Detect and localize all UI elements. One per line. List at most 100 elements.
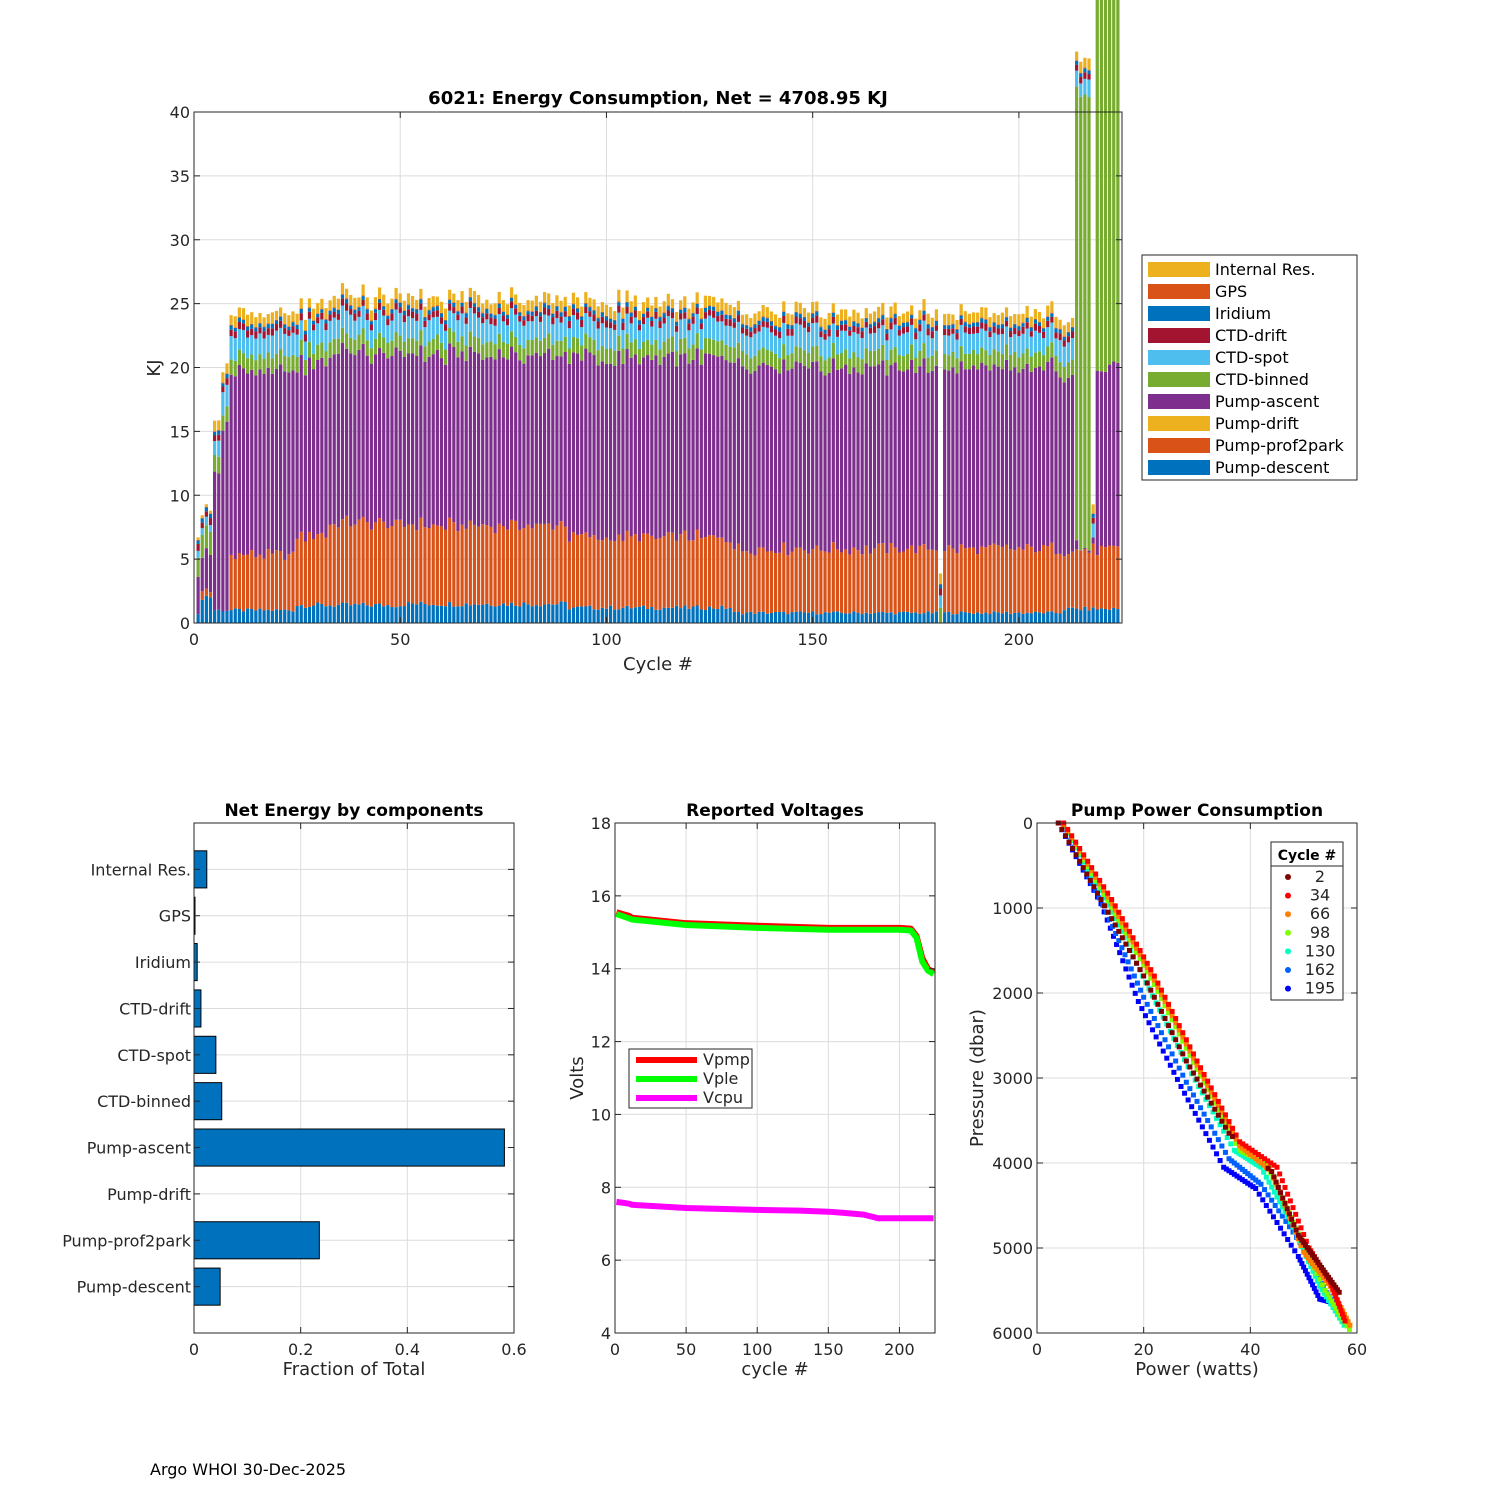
top-xtick-label: 150 <box>797 630 828 649</box>
bar-segment-pump-ascent <box>641 357 646 534</box>
scatter-point <box>1286 1211 1292 1217</box>
bar-segment-ctd-binned <box>456 341 460 358</box>
bar-segment-ctd-drift <box>530 315 534 322</box>
bar-segment-ctd-binned <box>1108 0 1112 365</box>
bar-segment-pump-ascent <box>468 346 472 521</box>
bar-segment-pump-descent <box>980 613 984 623</box>
bar-stack-cycle <box>992 313 996 623</box>
bar-segment-ctd-spot <box>749 337 753 359</box>
bar-segment-ctd-binned <box>1075 86 1079 541</box>
bar-segment-ctd-drift <box>225 378 229 385</box>
bar-segment-ctd-binned <box>373 338 378 355</box>
bar-segment-ctd-spot <box>1075 70 1079 87</box>
scatter-point <box>1187 1086 1193 1092</box>
bar-segment-ctd-binned <box>485 342 489 358</box>
bar-segment-ctd-spot <box>1054 338 1058 356</box>
bar-segment-ctd-drift <box>435 310 439 317</box>
bar-segment-ctd-binned <box>283 356 287 372</box>
bar-segment-pump-prof2park <box>641 533 646 606</box>
bar-segment-ctd-spot <box>852 332 856 353</box>
bar-segment-ctd-binned <box>229 359 233 375</box>
bl-ytick-label: Pump-drift <box>107 1185 191 1204</box>
bar-segment-ctd-binned <box>208 532 213 556</box>
bar-segment-ctd-drift <box>687 323 691 331</box>
bar-segment-ctd-spot <box>885 340 889 361</box>
bar-segment-internal-res <box>856 312 860 323</box>
bar-segment-gps <box>287 326 291 327</box>
bar-segment-gps <box>200 517 204 519</box>
bar-segment-ctd-binned <box>287 357 291 373</box>
scatter-point <box>1222 1112 1228 1118</box>
bar-segment-pump-prof2park <box>757 547 761 612</box>
bar-segment-ctd-spot <box>551 324 555 345</box>
bar-segment-ctd-binned <box>509 331 514 347</box>
bar-stack-cycle <box>641 302 646 623</box>
scatter-point <box>1085 858 1091 864</box>
bar-segment-gps <box>250 323 254 325</box>
scatter-point <box>1315 1292 1321 1298</box>
bar-segment-pump-prof2park <box>588 537 592 606</box>
bar-segment-internal-res <box>662 301 666 313</box>
bar-segment-iridium <box>943 325 947 329</box>
top-ytick-label: 25 <box>170 295 190 314</box>
bar-segment-pump-prof2park <box>448 517 452 603</box>
scatter-point <box>1129 982 1135 988</box>
scatter-point <box>1183 1045 1189 1051</box>
scatter-point <box>1109 916 1115 922</box>
bar-stack-cycle <box>844 309 848 623</box>
bar-segment-pump-descent <box>456 606 460 623</box>
bar-segment-pump-descent <box>200 599 204 623</box>
bar-segment-iridium <box>885 329 889 334</box>
bar-segment-gps <box>217 429 221 431</box>
bar-segment-internal-res <box>307 298 312 308</box>
bar-segment-internal-res <box>823 318 827 330</box>
bar-segment-gps <box>427 309 431 311</box>
bar-stack-cycle <box>472 291 477 623</box>
bar-segment-ctd-drift <box>716 316 720 322</box>
bar-segment-ctd-spot <box>938 595 943 608</box>
bar-segment-internal-res <box>221 372 225 383</box>
bar-segment-ctd-spot <box>864 327 868 349</box>
bar-segment-ctd-drift <box>443 324 448 331</box>
bar-segment-ctd-spot <box>901 333 906 357</box>
br-legend-marker <box>1285 911 1291 918</box>
scatter-point <box>1230 1130 1236 1136</box>
bar-segment-ctd-binned <box>1050 342 1054 358</box>
scatter-point <box>1265 1158 1271 1164</box>
bar-segment-pump-ascent <box>217 473 221 610</box>
scatter-point <box>1307 1258 1313 1264</box>
bar-segment-pump-ascent <box>856 372 860 551</box>
scatter-point <box>1310 1282 1316 1288</box>
bar-segment-ctd-drift <box>860 331 864 338</box>
bar-segment-iridium <box>736 310 741 316</box>
scatter-point <box>1312 1273 1318 1279</box>
bar-segment-iridium <box>291 322 295 327</box>
legend-swatch <box>1148 394 1210 409</box>
bar-segment-pump-prof2park <box>365 521 369 606</box>
bar-segment-pump-descent <box>736 611 741 623</box>
bar-segment-gps <box>621 318 625 319</box>
bar-segment-gps <box>196 539 200 541</box>
scatter-point <box>1158 991 1164 997</box>
bar-segment-ctd-spot <box>410 318 415 339</box>
bar-segment-pump-ascent <box>336 353 340 528</box>
bar-segment-ctd-drift <box>947 329 951 336</box>
bar-segment-internal-res <box>926 313 930 324</box>
bar-segment-pump-descent <box>778 611 782 623</box>
bar-segment-pump-ascent <box>674 366 679 541</box>
bl-xtick-label: 0 <box>189 1340 199 1359</box>
bar-segment-ctd-spot <box>307 318 312 342</box>
bar-segment-iridium <box>196 540 200 544</box>
bar-segment-ctd-drift <box>580 319 584 328</box>
scatter-point <box>1173 1058 1179 1064</box>
bar-segment-pump-ascent <box>349 353 353 527</box>
bar-segment-pump-descent <box>782 611 786 623</box>
scatter-point <box>1190 1059 1196 1065</box>
bar-segment-ctd-binned <box>592 339 596 356</box>
bar-segment-ctd-binned <box>831 343 835 359</box>
bar-segment-internal-res <box>258 312 262 323</box>
bar-stack-cycle <box>584 292 588 623</box>
bar-stack-cycle <box>1013 314 1017 623</box>
bar-stack-cycle <box>402 300 406 623</box>
bar-stack-cycle <box>382 294 386 623</box>
